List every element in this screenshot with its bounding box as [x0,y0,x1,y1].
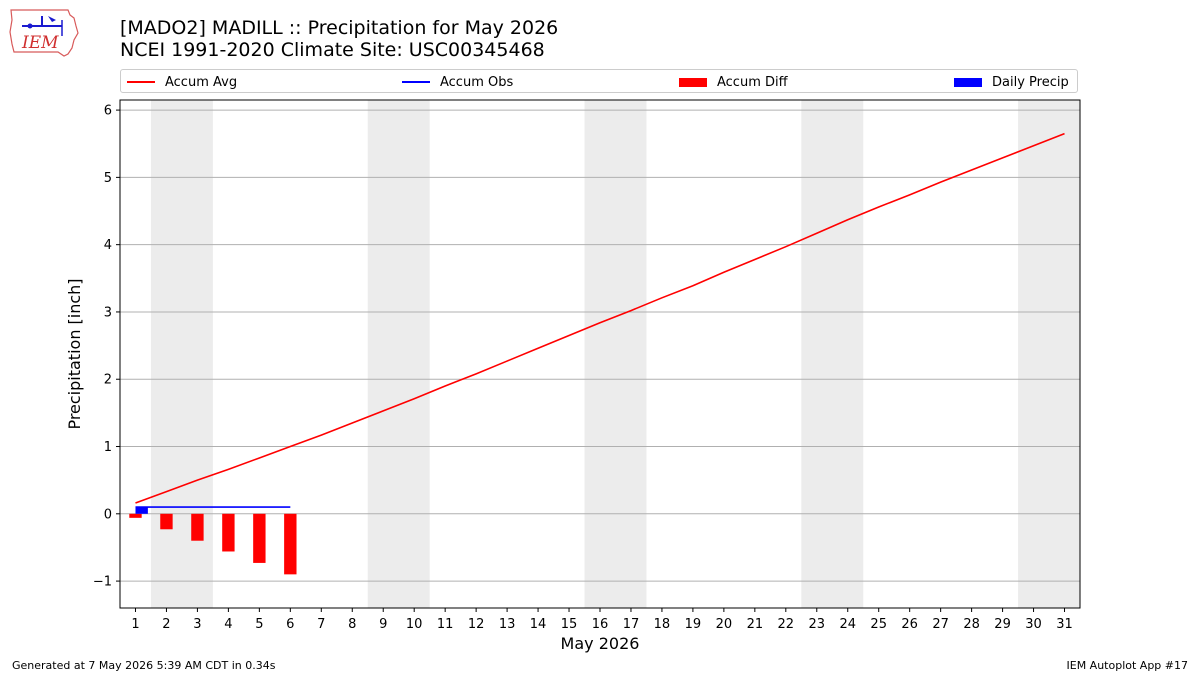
logo-text: IEM [21,33,59,53]
y-tick-label: 3 [104,305,112,320]
accum-diff-bar [284,513,297,575]
x-tick-label: 15 [561,617,578,632]
legend-item-accum-diff: Accum Diff [679,73,788,91]
x-tick-label: 1 [131,617,139,632]
x-tick-label: 13 [499,617,516,632]
y-tick-label: 4 [104,238,112,253]
legend-item-accum-obs: Accum Obs [402,73,513,91]
x-tick-label: 10 [406,617,423,632]
legend-label: Accum Obs [440,74,514,90]
autoplot-app-label: IEM Autoplot App #17 [1066,659,1189,672]
legend-swatch [127,81,155,83]
x-tick-label: 18 [654,617,671,632]
x-tick-label: 4 [224,617,232,632]
legend-item-accum-avg: Accum Avg [127,73,237,91]
x-tick-label: 19 [685,617,702,632]
x-tick-label: 29 [994,617,1011,632]
accum-diff-bar [253,513,266,563]
weekend-band [584,100,647,608]
weekend-band [1018,100,1080,608]
y-tick-label: 0 [104,507,112,522]
title-line-2: NCEI 1991-2020 Climate Site: USC00345468 [120,39,545,61]
x-tick-label: 3 [193,617,201,632]
x-tick-label: 12 [468,617,485,632]
chart-legend: Accum Avg Accum Obs Accum Diff Daily Pre… [120,69,1078,93]
x-tick-label: 28 [963,617,980,632]
x-tick-label: 14 [530,617,547,632]
accum-diff-bar [160,513,173,530]
x-tick-label: 27 [932,617,949,632]
x-tick-label: 20 [716,617,733,632]
x-tick-label: 9 [379,617,387,632]
legend-label: Accum Avg [165,74,238,90]
x-tick-label: 16 [592,617,609,632]
iowa-outline-icon [9,9,79,57]
legend-label: Accum Diff [717,74,788,90]
x-tick-label: 17 [623,617,640,632]
y-tick-label: 1 [104,440,112,455]
daily-precip-bar [135,507,148,514]
x-tick-label: 26 [901,617,918,632]
x-tick-label: 23 [809,617,826,632]
y-tick-label: 5 [104,171,112,186]
legend-swatch [402,81,430,83]
legend-item-daily-precip: Daily Precip [954,73,1069,91]
accum-diff-bar [191,513,204,541]
y-tick-label: 6 [104,104,112,119]
accum-diff-bar [222,513,235,552]
chart-title: [MADO2] MADILL :: Precipitation for May … [120,17,558,61]
title-line-1: [MADO2] MADILL :: Precipitation for May … [120,17,559,39]
legend-swatch [954,77,982,87]
x-tick-label: 2 [162,617,170,632]
y-tick-label: 2 [104,373,112,388]
x-tick-label: 25 [870,617,887,632]
x-tick-label: 7 [317,617,325,632]
x-tick-label: 30 [1025,617,1042,632]
x-tick-label: 31 [1056,617,1073,632]
accum-avg-line [135,132,1065,504]
legend-swatch [679,77,707,87]
x-tick-label: 6 [286,617,294,632]
iem-logo: IEM [9,9,79,57]
weekend-band [801,100,864,608]
x-tick-label: 21 [747,617,764,632]
x-tick-label: 8 [348,617,356,632]
legend-label: Daily Precip [992,74,1069,90]
x-tick-label: 24 [839,617,856,632]
x-axis-label: May 2026 [561,634,640,653]
accum-diff-bar [129,513,142,518]
x-tick-label: 5 [255,617,263,632]
x-tick-label: 11 [437,617,454,632]
y-tick-label: −1 [93,575,112,590]
x-tick-label: 22 [778,617,795,632]
weekend-band [367,100,430,608]
generated-timestamp: Generated at 7 May 2026 5:39 AM CDT in 0… [12,659,276,672]
y-axis-label: Precipitation [inch] [65,278,84,429]
